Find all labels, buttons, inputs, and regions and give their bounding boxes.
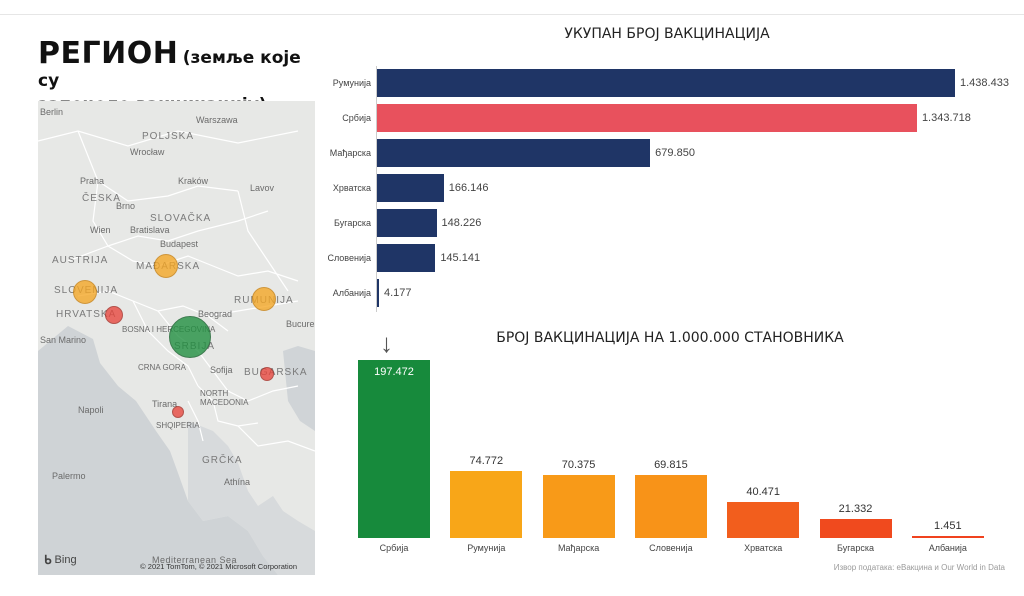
map-city-lavov: Lavov (250, 183, 275, 193)
map-city-praha: Praha (80, 176, 105, 186)
map-city-palermo: Palermo (52, 471, 86, 481)
map-country-ceska: ČESKA (82, 193, 121, 204)
chart2-bar[interactable] (542, 474, 615, 538)
chart2-value-label: 197.472 (374, 366, 414, 378)
map-city-budapest: Budapest (160, 239, 199, 249)
chart1-value-label: 148.226 (441, 217, 482, 229)
map-city-wroclaw: Wrocław (130, 147, 165, 157)
chart1-value-label: 166.146 (448, 182, 489, 194)
chart1-bar[interactable] (377, 139, 651, 167)
chart2-category-label: Мађарска (557, 543, 600, 553)
map-city-beograd: Beograd (198, 309, 233, 319)
chart1-category-label: Хрватска (332, 183, 371, 193)
map-country-austrija: AUSTRIJA (52, 255, 109, 266)
chart2-category-label: Словенија (649, 543, 693, 553)
bing-icon: ᑲ (44, 553, 52, 567)
chart1-bar[interactable] (377, 244, 436, 272)
chart2-category-label: Бугарска (837, 543, 874, 553)
chart1-category-label: Мађарска (329, 148, 371, 158)
chart2-bar[interactable] (358, 360, 430, 538)
map-city-wien: Wien (90, 225, 111, 235)
map-bubble-slovenija[interactable] (73, 280, 97, 304)
map-city-bucuresti: Bucureș (286, 319, 315, 329)
chart1-value-label: 1.438.433 (960, 77, 1009, 89)
map-country-crna-gora: CRNA GORA (138, 363, 187, 372)
chart2-bar[interactable] (450, 470, 523, 538)
chart1-value-label: 1.343.718 (921, 112, 971, 124)
map-city-san-marino: San Marino (40, 335, 87, 345)
chart2-value-label: 69.815 (654, 459, 688, 472)
chart1-category-label: Србија (342, 113, 371, 123)
map-country-bugarska: BUGARSKA (244, 367, 308, 378)
map-country-grcka: GRČKA (202, 455, 243, 466)
chart1-category-label: Словенија (327, 253, 371, 263)
map-city-sofija: Sofija (210, 365, 233, 375)
map-city-athina: Athína (224, 477, 251, 487)
map-bubble-hrvatska[interactable] (105, 306, 123, 324)
map-bubble-madjarska[interactable] (154, 254, 178, 278)
map-sea-label: Mediterranean Sea (152, 555, 238, 565)
map-bubble-bugarska[interactable] (260, 367, 274, 381)
source-note: Извор података: еВакцина и Our World in … (833, 563, 1005, 572)
map-bubble-rumunija[interactable] (252, 287, 276, 311)
chart1-value-label: 679.850 (655, 147, 695, 159)
chart2-value-label: 1.451 (934, 520, 962, 532)
map-city-berlin: Berlin (40, 107, 64, 117)
chart2-bar[interactable] (819, 518, 892, 538)
map-copyright: © 2021 TomTom, © 2021 Microsoft Corporat… (140, 562, 297, 571)
chart2-category-label: Албанија (928, 543, 967, 553)
chart1-axis (376, 66, 377, 312)
bing-label: Bing (54, 554, 77, 566)
chart1-bar[interactable] (377, 279, 379, 307)
map-city-warszawa: Warszawa (196, 115, 238, 125)
chart2-value-label: 74.772 (469, 454, 504, 467)
chart2-value-label: 40.471 (746, 485, 781, 498)
chart1-value-label: 145.141 (440, 252, 481, 264)
chart2-value-label: 21.332 (838, 502, 873, 515)
page-title: РЕГИОН (38, 36, 179, 71)
arrow-down-icon: ↓ (380, 328, 393, 358)
page-subtitle-part1: (земље које су (38, 48, 301, 91)
chart2-category-label: Румунија (467, 543, 506, 553)
region-map[interactable]: Berlin Warszawa POLJSKA Wrocław Praha Kr… (38, 101, 315, 575)
map-country-hrvatska: HRVATSKA (56, 309, 117, 320)
map-city-brno: Brno (116, 201, 136, 211)
chart2-value-label: 70.375 (561, 458, 596, 471)
map-bubble-albanija[interactable] (172, 406, 184, 418)
map-country-slovacka: SLOVAČKA (150, 213, 212, 224)
map-country-north-macedonia: NORTH MACEDONIA (200, 389, 249, 407)
chart2-category-label: Хрватска (744, 543, 783, 553)
chart1-title: УКУПАН БРОЈ ВАКЦИНАЦИЈА (564, 26, 770, 42)
chart1-bar[interactable] (377, 174, 444, 202)
map-city-krakow: Kraków (178, 176, 209, 186)
chart2-bar[interactable] (727, 501, 800, 538)
chart2-title: БРОЈ ВАКЦИНАЦИЈА НА 1.000.000 СТАНОВНИКА (496, 330, 844, 346)
map-city-tirana: Tirana (152, 399, 178, 409)
chart1-bar[interactable] (377, 104, 917, 132)
chart1-value-label: 4.177 (384, 287, 412, 299)
chart1-category-label: Бугарска (334, 218, 371, 228)
map-country-shqiperia: SHQIPERIA (156, 421, 200, 430)
map-bubble-srbija[interactable] (169, 316, 211, 358)
map-city-bratislava: Bratislava (130, 225, 170, 235)
chart1-bar[interactable] (377, 209, 437, 237)
chart2-category-label: Србија (379, 543, 409, 553)
map-city-napoli: Napoli (78, 405, 104, 415)
chart1-category-label: Румунија (332, 78, 371, 88)
map-country-bosna: BOSNA I HERCEGOVINA (122, 325, 216, 334)
bing-logo: ᑲ Bing (44, 553, 77, 567)
chart1-category-label: Албанија (332, 288, 371, 298)
map-country-poljska: POLJSKA (142, 131, 195, 142)
chart2-bar[interactable] (634, 475, 707, 538)
chart2-bar[interactable] (911, 536, 984, 538)
chart1-bar[interactable] (377, 69, 955, 97)
map-background (38, 130, 315, 575)
top-divider (0, 14, 1024, 15)
